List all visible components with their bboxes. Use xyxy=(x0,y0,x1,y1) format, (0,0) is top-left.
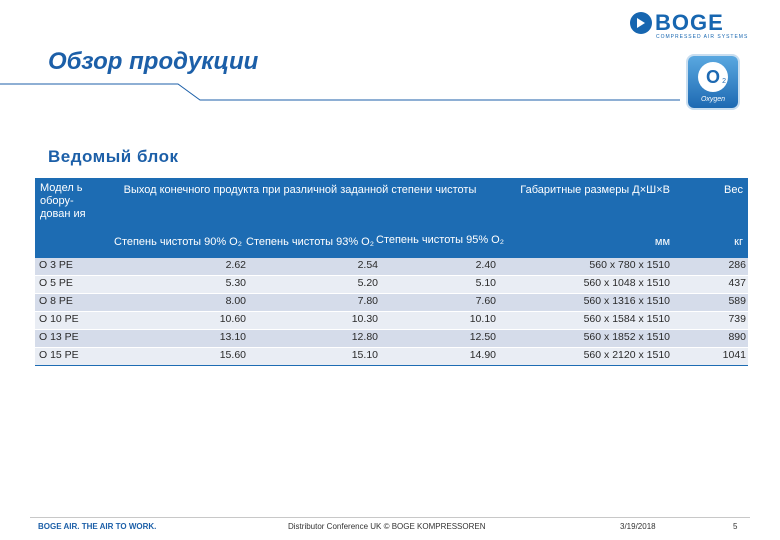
boge-logo: BOGE COMPRESSED AIR SYSTEMS xyxy=(630,10,747,42)
logo-tagline: COMPRESSED AIR SYSTEMS xyxy=(656,34,749,40)
header-model: Модел ь обору- дован ия xyxy=(40,182,86,220)
cell-dimensions: 560 x 1852 x 1510 xyxy=(583,331,670,343)
o2-subscript: 2 xyxy=(722,78,726,85)
cell-model: O 15 PE xyxy=(39,349,79,361)
cell-model: O 10 PE xyxy=(39,313,79,325)
cell-purity-93: 7.80 xyxy=(357,295,378,307)
cell-purity-90: 10.60 xyxy=(219,313,246,325)
footer-conference: Distributor Conference UK © BOGE KOMPRES… xyxy=(288,522,486,531)
oxygen-label: Oxygen xyxy=(700,96,726,103)
header-output: Выход конечного продукта при различной з… xyxy=(123,184,477,196)
cell-purity-90: 13.10 xyxy=(219,331,246,343)
table-row: O 10 PE 10.60 10.30 10.10 560 x 1584 x 1… xyxy=(35,312,748,330)
header-unit-mm: мм xyxy=(654,236,670,248)
table-row: O 3 PE 2.62 2.54 2.40 560 x 780 x 1510 2… xyxy=(35,258,748,276)
footer-date: 3/19/2018 xyxy=(620,522,656,531)
cell-purity-95: 12.50 xyxy=(469,331,496,343)
cell-dimensions: 560 x 1584 x 1510 xyxy=(583,313,670,325)
cell-purity-90: 15.60 xyxy=(219,349,246,361)
o2-icon: O 2 xyxy=(698,62,728,92)
cell-weight: 890 xyxy=(728,331,746,343)
cell-dimensions: 560 x 1048 x 1510 xyxy=(583,277,670,289)
cell-purity-95: 5.10 xyxy=(475,277,496,289)
header-weight: Вес xyxy=(724,184,743,196)
oxygen-badge: O 2 Oxygen xyxy=(688,56,738,108)
cell-purity-95: 10.10 xyxy=(469,313,496,325)
section-subtitle: Ведомый блок xyxy=(48,147,179,166)
cell-model: O 8 PE xyxy=(39,295,73,307)
table-row: O 8 PE 8.00 7.80 7.60 560 x 1316 x 1510 … xyxy=(35,294,748,312)
footer-divider xyxy=(30,517,750,518)
cell-purity-93: 15.10 xyxy=(351,349,378,361)
cell-purity-95: 7.60 xyxy=(475,295,496,307)
cell-model: O 13 PE xyxy=(39,331,79,343)
title-divider xyxy=(0,83,680,101)
cell-purity-90: 5.30 xyxy=(225,277,246,289)
cell-weight: 739 xyxy=(728,313,746,325)
table-row: O 5 PE 5.30 5.20 5.10 560 x 1048 x 1510 … xyxy=(35,276,748,294)
boge-logo-icon xyxy=(630,12,652,34)
cell-purity-90: 8.00 xyxy=(225,295,246,307)
cell-purity-90: 2.62 xyxy=(225,259,246,271)
table-row: O 13 PE 13.10 12.80 12.50 560 x 1852 x 1… xyxy=(35,330,748,348)
cell-purity-93: 10.30 xyxy=(351,313,378,325)
logo-wordmark: BOGE xyxy=(655,10,724,35)
o2-symbol: O xyxy=(705,67,720,87)
cell-purity-95: 14.90 xyxy=(469,349,496,361)
header-dimensions: Габаритные размеры Д×Ш×В xyxy=(520,184,670,196)
cell-purity-93: 12.80 xyxy=(351,331,378,343)
cell-dimensions: 560 x 780 x 1510 xyxy=(589,259,670,271)
cell-dimensions: 560 x 1316 x 1510 xyxy=(583,295,670,307)
table-row: O 15 PE 15.60 15.10 14.90 560 x 2120 x 1… xyxy=(35,348,748,366)
cell-weight: 437 xyxy=(728,277,746,289)
cell-purity-93: 5.20 xyxy=(357,277,378,289)
table-bottom-border xyxy=(35,365,748,366)
cell-weight: 1041 xyxy=(722,349,746,361)
cell-model: O 5 PE xyxy=(39,277,73,289)
cell-dimensions: 560 x 2120 x 1510 xyxy=(583,349,670,361)
header-purity-90: Степень чистоты 90% О₂ xyxy=(114,236,242,248)
table-header: Модел ь обору- дован ия Выход конечного … xyxy=(35,178,748,258)
header-unit-kg: кг xyxy=(734,236,743,248)
page-number: 5 xyxy=(733,522,738,531)
page-title: Обзор продукции xyxy=(48,48,259,75)
cell-purity-93: 2.54 xyxy=(357,259,378,271)
footer-brand: BOGE AIR. THE AIR TO WORK. xyxy=(38,522,157,531)
cell-purity-95: 2.40 xyxy=(475,259,496,271)
header-purity-93: Степень чистоты 93% О₂ xyxy=(246,236,374,248)
cell-weight: 286 xyxy=(728,259,746,271)
cell-model: O 3 PE xyxy=(39,259,73,271)
header-purity-95: Степень чистоты 95% О₂ xyxy=(376,234,504,246)
cell-weight: 589 xyxy=(728,295,746,307)
